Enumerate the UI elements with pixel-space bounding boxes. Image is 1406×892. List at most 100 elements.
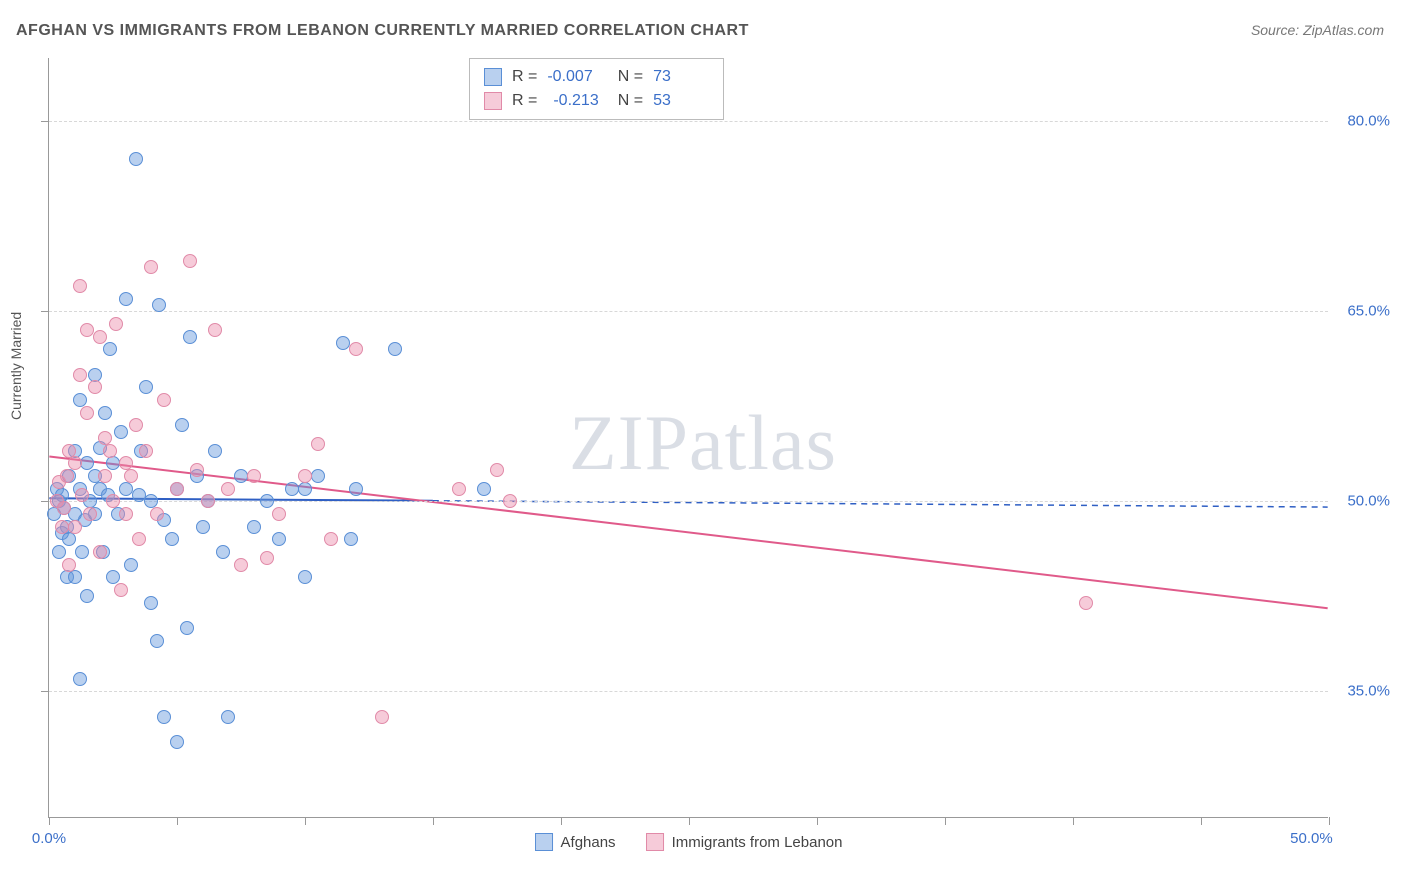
chart-title: AFGHAN VS IMMIGRANTS FROM LEBANON CURREN… [16, 22, 749, 40]
scatter-point [490, 463, 504, 477]
scatter-point [68, 520, 82, 534]
scatter-point [1079, 596, 1093, 610]
legend-swatch [646, 833, 664, 851]
scatter-point [170, 735, 184, 749]
scatter-point [208, 323, 222, 337]
scatter-point [139, 444, 153, 458]
legend-item: Immigrants from Lebanon [646, 833, 843, 851]
scatter-point [119, 292, 133, 306]
scatter-point [298, 482, 312, 496]
scatter-point [175, 418, 189, 432]
scatter-point [60, 469, 74, 483]
scatter-point [165, 532, 179, 546]
x-tick-label: 50.0% [1290, 830, 1333, 847]
scatter-point [83, 507, 97, 521]
y-tick-mark [41, 691, 49, 692]
scatter-point [150, 634, 164, 648]
x-tick-label: 0.0% [32, 830, 66, 847]
y-tick-mark [41, 121, 49, 122]
scatter-point [106, 494, 120, 508]
scatter-point [139, 380, 153, 394]
scatter-point [129, 152, 143, 166]
source-attribution: Source: ZipAtlas.com [1251, 22, 1384, 38]
scatter-point [98, 406, 112, 420]
scatter-point [75, 545, 89, 559]
x-tick-mark [177, 817, 178, 825]
scatter-point [114, 583, 128, 597]
gridline [49, 121, 1328, 122]
scatter-point [103, 444, 117, 458]
scatter-point [260, 494, 274, 508]
scatter-point [349, 342, 363, 356]
legend-swatch [535, 833, 553, 851]
x-tick-mark [1201, 817, 1202, 825]
scatter-point [183, 330, 197, 344]
scatter-point [57, 501, 71, 515]
x-tick-mark [49, 817, 50, 825]
scatter-point [73, 672, 87, 686]
scatter-point [114, 425, 128, 439]
y-tick-mark [41, 311, 49, 312]
scatter-point [183, 254, 197, 268]
scatter-point [477, 482, 491, 496]
scatter-point [208, 444, 222, 458]
scatter-point [234, 558, 248, 572]
regression-lines-layer [49, 58, 1328, 817]
x-tick-mark [1073, 817, 1074, 825]
scatter-point [124, 558, 138, 572]
x-tick-mark [1329, 817, 1330, 825]
scatter-point [52, 545, 66, 559]
scatter-point [109, 317, 123, 331]
scatter-point [129, 418, 143, 432]
scatter-point [68, 456, 82, 470]
scatter-point [106, 570, 120, 584]
scatter-point [221, 710, 235, 724]
scatter-point [157, 710, 171, 724]
scatter-point [311, 469, 325, 483]
scatter-point [152, 298, 166, 312]
scatter-point [311, 437, 325, 451]
scatter-point [103, 342, 117, 356]
scatter-point [221, 482, 235, 496]
scatter-point [272, 532, 286, 546]
gridline [49, 691, 1328, 692]
gridline [49, 311, 1328, 312]
scatter-point [260, 551, 274, 565]
x-tick-mark [433, 817, 434, 825]
scatter-point [68, 570, 82, 584]
scatter-point [503, 494, 517, 508]
x-tick-mark [817, 817, 818, 825]
scatter-plot-area: ZIPatlas R = -0.007 N = 73 R = -0.213 N … [48, 58, 1328, 818]
scatter-point [180, 621, 194, 635]
scatter-point [344, 532, 358, 546]
x-tick-mark [561, 817, 562, 825]
scatter-point [124, 469, 138, 483]
scatter-point [88, 380, 102, 394]
scatter-point [388, 342, 402, 356]
scatter-point [247, 520, 261, 534]
x-tick-mark [305, 817, 306, 825]
x-tick-mark [689, 817, 690, 825]
gridline [49, 501, 1328, 502]
scatter-point [324, 532, 338, 546]
scatter-point [216, 545, 230, 559]
scatter-point [62, 558, 76, 572]
scatter-point [201, 494, 215, 508]
scatter-point [132, 532, 146, 546]
x-tick-mark [945, 817, 946, 825]
scatter-point [73, 368, 87, 382]
y-tick-label: 35.0% [1347, 683, 1390, 700]
series-legend: Afghans Immigrants from Lebanon [535, 833, 843, 851]
scatter-point [190, 463, 204, 477]
legend-item: Afghans [535, 833, 616, 851]
y-tick-label: 80.0% [1347, 113, 1390, 130]
scatter-point [375, 710, 389, 724]
scatter-point [93, 545, 107, 559]
scatter-point [272, 507, 286, 521]
y-axis-label: Currently Married [8, 312, 24, 420]
scatter-point [170, 482, 184, 496]
scatter-point [75, 488, 89, 502]
scatter-point [196, 520, 210, 534]
scatter-point [247, 469, 261, 483]
scatter-point [80, 589, 94, 603]
